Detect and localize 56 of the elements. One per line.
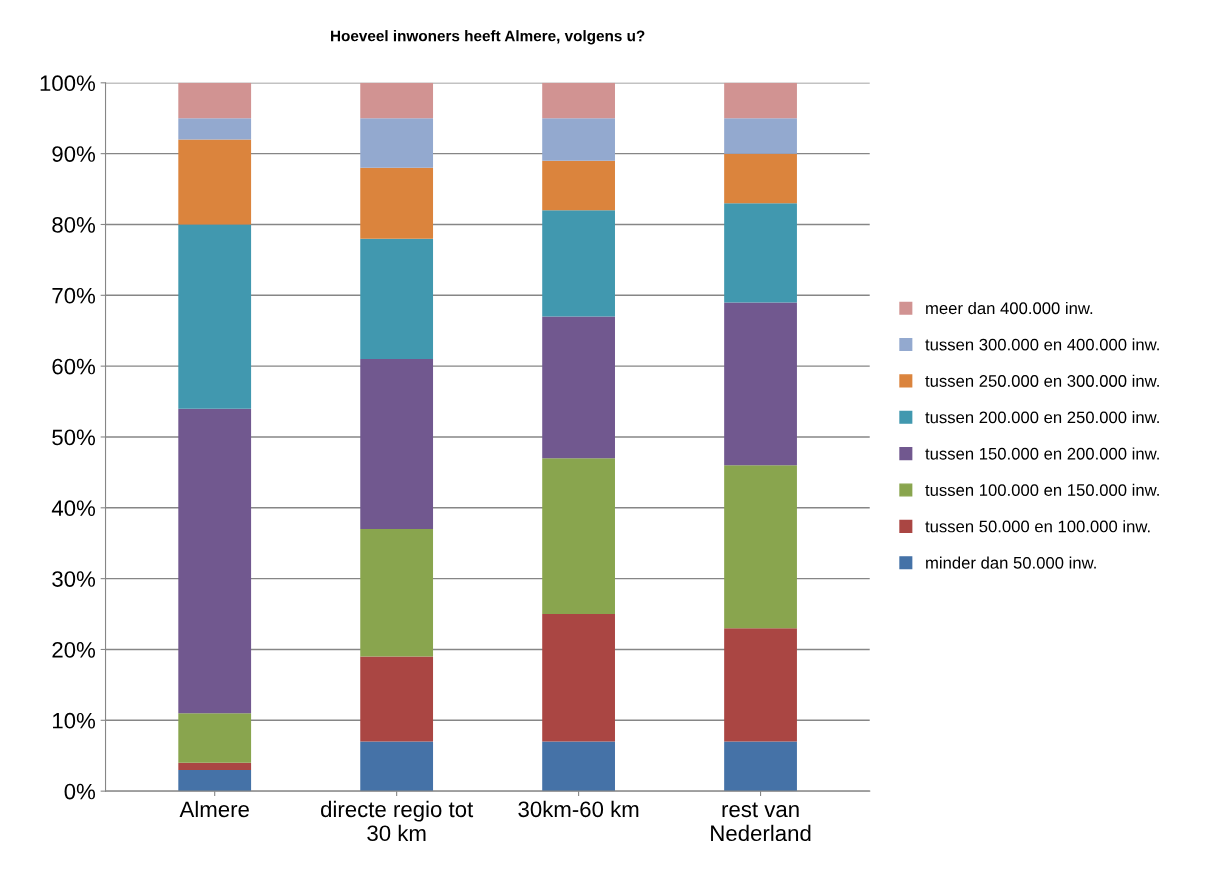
bar (724, 118, 797, 154)
bar (542, 160, 615, 211)
y-tick-label: 50% (52, 429, 96, 446)
bar (178, 762, 252, 770)
bar (360, 741, 434, 792)
bar (724, 628, 797, 742)
bar (360, 118, 434, 168)
bar (542, 316, 615, 459)
bar (542, 210, 615, 317)
bar (542, 82, 615, 119)
bar (178, 118, 252, 140)
y-tick-label: 60% (52, 358, 96, 375)
x-tick-label: directe regio tot 30 km (321, 800, 474, 842)
chart-title: Hoeveel inwoners heeft Almere, volgens u? (331, 30, 645, 45)
y-tick-label: 20% (52, 642, 96, 658)
y-tick-label: 10% (53, 712, 96, 729)
bar (178, 224, 252, 409)
y-tick-label: 80% (52, 217, 96, 233)
bar (360, 238, 434, 360)
y-tick-label: 100% (40, 75, 96, 92)
y-tick-label: 0% (64, 783, 96, 800)
bar (360, 359, 434, 530)
bar (178, 713, 252, 763)
legend-label: tussen 50.000 en 100.000 inw. (925, 520, 1150, 533)
bar (360, 167, 434, 239)
legend-label: tussen 250.000 en 300.000 inw. (925, 374, 1159, 387)
legend-label: meer dan 400.000 inw. (926, 301, 1093, 315)
y-tick-label: 90% (52, 146, 96, 162)
bar (542, 614, 615, 742)
bar (542, 118, 615, 161)
legend-label: tussen 150.000 en 200.000 inw. (925, 447, 1159, 460)
bar (360, 656, 434, 742)
bar (178, 82, 252, 119)
y-tick-label: 30% (52, 571, 96, 587)
legend-label: tussen 100.000 en 150.000 inw. (925, 483, 1159, 496)
bar (724, 465, 797, 629)
bar (178, 769, 252, 792)
bar (542, 741, 615, 792)
x-tick-label: 30km-60 km (518, 800, 639, 818)
x-tick-label: Almere (179, 800, 249, 818)
bar (178, 139, 252, 225)
bar (724, 302, 797, 466)
bar (542, 458, 615, 615)
bar (724, 153, 797, 204)
bar (178, 408, 252, 714)
legend-label: tussen 300.000 en 400.000 inw. (925, 338, 1159, 351)
bar (724, 82, 797, 119)
x-tick-label: rest van Nederland (711, 802, 811, 842)
bar (724, 203, 797, 303)
legend-label: tussen 200.000 en 250.000 inw. (925, 411, 1159, 424)
bar (724, 741, 797, 792)
y-tick-label: 40% (51, 500, 96, 517)
legend-label: minder dan 50.000 inw. (926, 556, 1096, 569)
bar (360, 529, 434, 657)
y-tick-label: 70% (52, 287, 96, 304)
bar (360, 82, 434, 119)
